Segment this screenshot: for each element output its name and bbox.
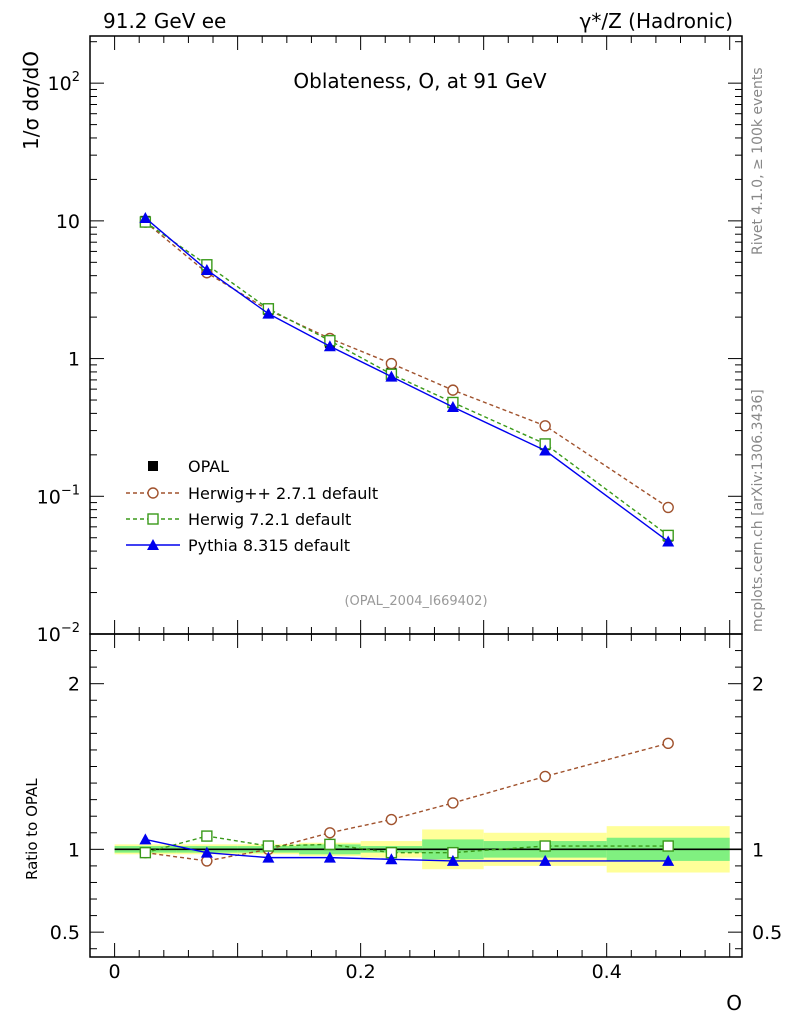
- y-tick-label-exponent: −1: [61, 483, 80, 498]
- ratio-point-herwigpp: [662, 737, 674, 750]
- y-tick-label-base: 10: [37, 486, 61, 508]
- legend-label-herwigpp: Herwig++ 2.7.1 default: [188, 484, 378, 503]
- data-point-pythia: [200, 263, 213, 275]
- ratio-point-herwig7: [262, 840, 275, 852]
- ratio-point-herwig7: [662, 840, 674, 852]
- ratio-point-herwig7: [139, 846, 152, 859]
- chart-title: Oblateness, O, at 91 GeV: [293, 69, 546, 93]
- data-point-pythia: [539, 444, 552, 456]
- ratio-point-herwigpp: [539, 770, 551, 783]
- series-line-pythia: [144, 217, 669, 543]
- legend-label-opal: OPAL: [188, 457, 229, 476]
- ratio-point-pythia: [323, 851, 336, 863]
- y-tick-label-exponent: −2: [61, 621, 80, 636]
- y-tick-label: 10−2: [37, 621, 80, 646]
- ratio-line-pythia: [145, 838, 669, 862]
- legend-marker-pythia: [147, 539, 159, 550]
- data-point-pythia: [446, 401, 459, 413]
- analysis-watermark: (OPAL_2004_I669402): [344, 594, 487, 609]
- ratio-point-pythia: [200, 846, 213, 858]
- legend-label-herwig7: Herwig 7.2.1 default: [188, 510, 351, 529]
- ratio-y-tick-label: 0.5: [50, 922, 80, 944]
- x-tick-label: 0: [109, 961, 121, 983]
- y-tick-label: 10−1: [37, 483, 80, 508]
- ratio-series-pythia: [139, 833, 675, 866]
- data-point-herwigpp: [385, 357, 398, 370]
- y-axis-label: 1/σ dσ/dO: [19, 51, 43, 150]
- ratio-point-herwigpp: [324, 827, 336, 839]
- ratio-y-tick-label-right: 2: [752, 674, 764, 696]
- y-tick-label-base: 10: [37, 624, 61, 646]
- rivet-label: Rivet 4.1.0, ≥ 100k events: [750, 67, 766, 255]
- y-tick-label: 1: [68, 349, 80, 371]
- data-point-pythia: [323, 340, 336, 352]
- ratio-point-herwig7: [324, 838, 336, 851]
- ratio-panel: 2 2 1 1 0.5 0.5 0 0.2 0.4 Ratio to OPAL O: [23, 633, 782, 1015]
- ratio-point-herwig7: [539, 840, 551, 852]
- series-line-herwigpp: [144, 221, 669, 509]
- y-tick-label-base: 10: [48, 73, 72, 95]
- ratio-line-herwigpp: [145, 742, 669, 862]
- data-point-pythia: [385, 370, 398, 382]
- process-label: γ*/Z (Hadronic): [580, 9, 733, 33]
- ratio-y-tick-label-right: 0.5: [752, 922, 782, 944]
- y-tick-label-exponent: 2: [72, 70, 80, 85]
- ratio-y-axis-label: Ratio to OPAL: [23, 778, 41, 880]
- energy-label: 91.2 GeV ee: [103, 9, 226, 33]
- data-point-herwigpp: [662, 501, 674, 514]
- data-point-pythia: [262, 307, 275, 319]
- ratio-point-herwig7: [201, 830, 213, 842]
- ratio-point-pythia: [139, 833, 152, 845]
- ratio-point-pythia: [385, 853, 398, 865]
- ratio-y-tick-label: 1: [68, 839, 80, 861]
- x-tick-label: 0.2: [346, 961, 376, 983]
- legend-marker-opal: [148, 461, 158, 471]
- ratio-line-herwig7: [145, 835, 669, 854]
- mcplots-label: mcplots.cern.ch [arXiv:1306.3436]: [750, 389, 766, 632]
- ratio-point-herwigpp: [447, 797, 459, 809]
- ratio-point-pythia: [539, 854, 552, 866]
- ratio-point-pythia: [662, 854, 675, 866]
- ratio-frame: [89, 633, 743, 958]
- series-pythia: [139, 211, 675, 547]
- ratio-point-pythia: [446, 854, 459, 866]
- ratio-point-pythia: [262, 851, 275, 863]
- data-point-herwigpp: [539, 420, 551, 432]
- y-tick-label: 102: [48, 70, 80, 95]
- legend-marker-herwigpp: [147, 487, 159, 499]
- data-point-pythia: [139, 211, 152, 223]
- ratio-point-herwigpp: [385, 813, 398, 826]
- data-point-pythia: [662, 535, 675, 547]
- legend-label-pythia: Pythia 8.315 default: [188, 536, 350, 555]
- data-point-herwigpp: [447, 384, 459, 396]
- x-tick-label: 0.4: [592, 961, 622, 983]
- y-tick-label: 10: [56, 211, 80, 233]
- x-axis-label: O: [726, 991, 742, 1015]
- legend-marker-herwig7: [147, 513, 159, 525]
- ratio-y-tick-label: 2: [68, 674, 80, 696]
- series-line-herwig7: [144, 221, 669, 536]
- ratio-y-tick-label-right: 1: [752, 839, 764, 861]
- legend: OPAL Herwig++ 2.7.1 default Herwig 7.2.1 d…: [126, 457, 378, 555]
